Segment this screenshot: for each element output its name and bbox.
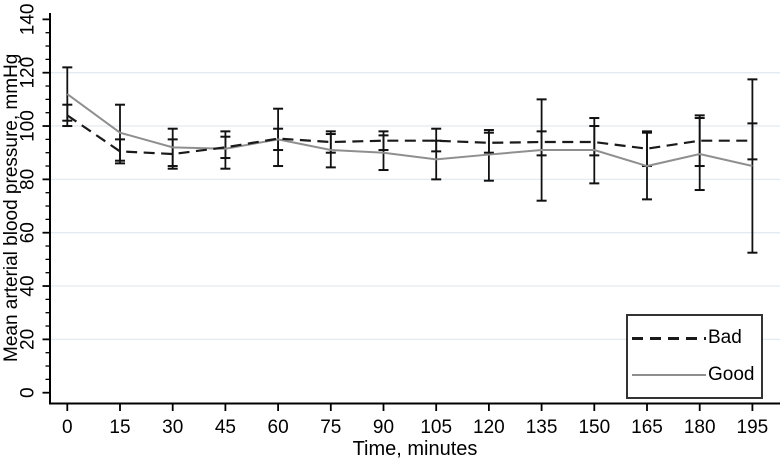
x-tick-label: 15: [109, 417, 130, 438]
x-tick-label: 105: [420, 417, 452, 438]
y-axis-title: Mean arterial blood pressure, mmHg: [1, 53, 22, 363]
x-tick-label: 90: [373, 417, 394, 438]
y-tick-label: 0: [18, 387, 39, 398]
x-axis-title: Time, minutes: [352, 438, 478, 460]
x-tick-label: 165: [631, 417, 663, 438]
good-solid-line-swatch: [632, 374, 706, 376]
x-tick-label: 45: [215, 417, 236, 438]
x-tick-label: 120: [473, 417, 505, 438]
x-tick-label: 150: [578, 417, 610, 438]
y-tick-label: 80: [18, 169, 39, 190]
x-tick-label: 60: [268, 417, 289, 438]
series-line-bad: [66, 114, 753, 156]
legend-item-bad: Bad: [632, 327, 761, 348]
y-tick-label: 140: [18, 4, 39, 36]
y-tick-label: 40: [18, 275, 39, 296]
y-tick-label: 60: [18, 222, 39, 243]
y-tick-label: 120: [18, 57, 39, 89]
legend: Bad Good: [626, 314, 763, 399]
x-tick-label: 195: [737, 417, 769, 438]
x-tick-label: 135: [526, 417, 558, 438]
series-line-good: [66, 93, 753, 168]
y-tick-label: 20: [18, 329, 39, 350]
x-tick-label: 30: [162, 417, 183, 438]
legend-label-bad: Bad: [708, 327, 742, 348]
x-tick-label: 180: [684, 417, 716, 438]
x-tick-label: 0: [62, 417, 73, 438]
y-tick-label: 100: [18, 110, 39, 142]
bad-dashed-line-swatch: [632, 336, 706, 340]
legend-label-good: Good: [708, 364, 755, 385]
legend-item-good: Good: [632, 364, 761, 385]
x-tick-label: 75: [320, 417, 341, 438]
